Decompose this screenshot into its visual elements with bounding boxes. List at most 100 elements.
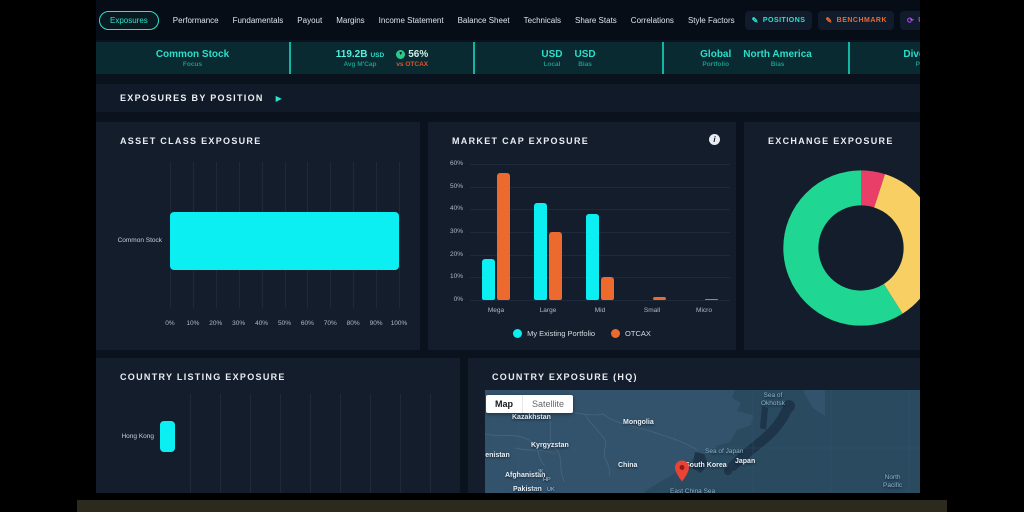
positions-button[interactable]: ✎ POSITIONS <box>744 10 813 30</box>
edit-icon: ✎ <box>825 15 833 25</box>
summary-metric: USD Local <box>541 49 562 68</box>
nav-action-buttons: ✎POSITIONS✎BENCHMARK⟳UPDATE <box>744 10 920 30</box>
bar-large-my-existing-portfolio[interactable] <box>534 202 547 300</box>
chart-legend: My Existing Portfolio OTCAX <box>428 329 736 338</box>
summary-label: vs OTCAX <box>396 60 429 68</box>
x-axis-tick-label: 10% <box>186 320 200 327</box>
map-korea <box>692 452 708 473</box>
donut-slice-3[interactable] <box>783 170 920 326</box>
market-cap-chart: 0% 10% 20% 30% 40% 50% 60% Mega Large Mid Small Mic… <box>428 122 736 350</box>
summary-metric: Global Portfolio <box>700 49 731 68</box>
top-navigation: Exposures Performance Fundamentals Payout Ma… <box>96 0 920 40</box>
x-axis-tick-label: 40% <box>255 320 269 327</box>
map-label-afghanistan: Afghanistan <box>505 472 546 479</box>
benchmark-button[interactable]: ✎ BENCHMARK <box>818 10 895 30</box>
tab-payout[interactable]: Payout <box>297 15 323 25</box>
bar-mega-otcax[interactable] <box>497 173 510 300</box>
legend-dot <box>513 329 523 338</box>
tab-fundamentals[interactable]: Fundamentals <box>232 15 284 25</box>
summary-value-row: Global <box>700 49 731 60</box>
section-header: EXPOSURES BY POSITION ▶ <box>96 84 920 112</box>
tab-style-factors[interactable]: Style Factors <box>687 15 735 25</box>
bar-large-otcax[interactable] <box>549 232 562 300</box>
summary-label: Local <box>543 60 561 68</box>
update-button[interactable]: ⟳UPDATE <box>900 10 920 30</box>
gridline <box>470 186 730 188</box>
bar-small-otcax[interactable] <box>653 297 666 300</box>
summary-cell: USD Local USD Bias <box>475 42 664 74</box>
summary-value: 119.2B <box>335 48 368 60</box>
exchange-donut-chart <box>783 170 920 326</box>
location-pin-icon[interactable] <box>675 460 689 482</box>
map-label-sea-of-okhotsk: Sea of Okhotsk <box>761 392 785 407</box>
expand-arrow-icon[interactable]: ▶ <box>275 93 282 103</box>
map-label-menistan: menistan <box>485 452 510 459</box>
info-icon[interactable]: i <box>709 134 720 145</box>
x-axis-tick-label: 20% <box>209 320 223 327</box>
summary-metric: USD Bias <box>575 49 596 68</box>
map-label-kazakhstan: Kazakhstan <box>512 414 551 421</box>
summary-label: Bias <box>770 60 785 68</box>
gridline <box>399 162 400 308</box>
category-label: Large <box>539 307 557 314</box>
summary-value: Diversified <box>903 48 920 60</box>
summary-value-row: Diversified <box>903 49 920 60</box>
bar-hong-kong[interactable] <box>160 421 175 452</box>
bar-mid-otcax[interactable] <box>601 277 614 300</box>
card-title: COUNTRY EXPOSURE (HQ) <box>492 372 638 382</box>
gridline <box>470 277 730 279</box>
tab-exposures[interactable]: Exposures <box>99 10 159 30</box>
edit-icon: ✎ <box>751 15 759 25</box>
gridline <box>470 209 730 211</box>
gridline <box>470 254 730 256</box>
category-label: Small <box>643 307 661 314</box>
map-japan <box>728 405 792 471</box>
summary-value: Global <box>700 48 732 60</box>
bar-common-stock[interactable] <box>170 212 399 270</box>
satellite-button[interactable]: Satellite <box>532 399 565 409</box>
summary-value-row: 119.2B USD <box>336 49 384 60</box>
bar-micro-otcax[interactable] <box>705 298 718 300</box>
nav-tabs: Exposures Performance Fundamentals Payout Ma… <box>99 10 735 30</box>
summary-metric: DiversifiedPortfolio <box>903 49 920 68</box>
category-label: Common Stock <box>117 237 162 244</box>
tab-income-statement[interactable]: Income Statement <box>378 15 444 25</box>
summary-label: Focus <box>182 60 203 68</box>
gridline <box>340 394 341 493</box>
bar-mega-my-existing-portfolio[interactable] <box>482 259 495 300</box>
map-label-east-china-sea: East China Sea <box>670 488 716 493</box>
tab-correlations[interactable]: Correlations <box>630 15 674 25</box>
tab-share-stats[interactable]: Share Stats <box>574 15 617 25</box>
map-island <box>760 406 768 430</box>
gridline <box>430 394 431 493</box>
map-label-north-pacific: North Pacific <box>883 474 903 489</box>
bar-mid-my-existing-portfolio[interactable] <box>586 213 599 300</box>
tab-balance-sheet[interactable]: Balance Sheet <box>457 15 510 25</box>
map-kyushu <box>724 467 732 475</box>
country-listing-exposure-card: COUNTRY LISTING EXPOSURE Hong Kong <box>96 358 460 493</box>
legend-item-my-existing-portfolio[interactable]: My Existing Portfolio <box>513 329 595 338</box>
tab-technicals[interactable]: Technicals <box>523 15 561 25</box>
gridline <box>190 394 191 493</box>
summary-value: USD <box>574 48 596 60</box>
map-canvas[interactable]: Kazakhstan Mongolia Kyrgyzstan menistan Afgh… <box>485 390 920 493</box>
map-landmass <box>485 390 753 493</box>
map-hokkaido <box>783 400 795 412</box>
y-axis-tick-label: 0% <box>453 296 463 303</box>
x-axis-tick-label: 30% <box>232 320 246 327</box>
card-title: MARKET CAP EXPOSURE <box>452 136 590 146</box>
map-button[interactable]: Map <box>486 395 523 413</box>
tab-performance[interactable]: Performance <box>172 15 219 25</box>
x-axis-tick-label: 100% <box>390 320 408 327</box>
y-axis-tick-label: 20% <box>449 250 463 258</box>
summary-label: Avg M'Cap <box>343 60 377 68</box>
tab-margins[interactable]: Margins <box>336 15 365 25</box>
map-label-sea-of-japan: Sea of Japan <box>705 448 744 455</box>
summary-value-row: North America <box>743 49 812 60</box>
button-label: POSITIONS <box>762 16 806 24</box>
map-label-mongolia: Mongolia <box>623 419 654 426</box>
category-label: Micro <box>696 307 712 314</box>
x-axis-tick-label: 0% <box>165 320 175 327</box>
card-title: EXCHANGE EXPOSURE <box>768 136 894 146</box>
legend-item-otcax[interactable]: OTCAX <box>611 329 651 338</box>
